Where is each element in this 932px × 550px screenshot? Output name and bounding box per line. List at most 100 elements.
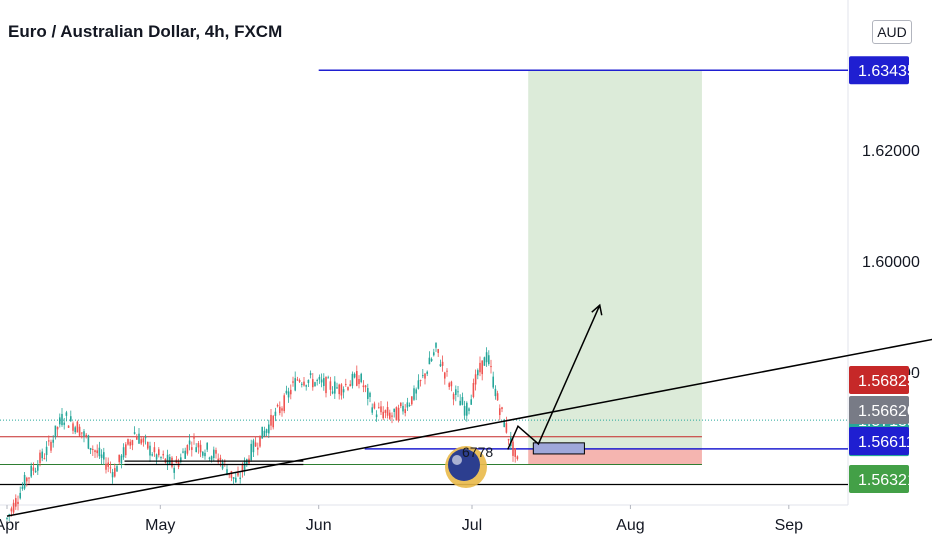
candle-body [136, 436, 138, 440]
candle-body [294, 378, 296, 391]
candle-body [378, 407, 380, 409]
candle-body [281, 408, 283, 411]
candle-body [384, 410, 387, 413]
candle-body [426, 371, 428, 374]
candle-body [169, 456, 171, 464]
candle-body [61, 413, 63, 426]
candle-body [120, 455, 123, 464]
candle-body [358, 379, 360, 385]
target-zone [528, 70, 702, 449]
currency-button[interactable]: AUD [872, 20, 912, 44]
candle-body [182, 451, 184, 453]
candle-body [197, 443, 200, 448]
candle-body [446, 370, 448, 372]
candle-body [92, 448, 94, 451]
candle-body [309, 373, 312, 376]
candle-body [230, 471, 233, 478]
candle-body [215, 450, 217, 454]
candle-body [206, 442, 208, 450]
candle-body [461, 397, 464, 405]
candle-body [274, 411, 277, 416]
candle-body [402, 405, 404, 412]
candle-body [219, 457, 222, 461]
candle-body [296, 379, 299, 381]
candle-body [351, 373, 354, 386]
candle-body [26, 477, 28, 482]
candle-body [448, 383, 450, 387]
candle-body [279, 406, 281, 414]
candle-body [393, 408, 395, 413]
candle-body [325, 376, 327, 394]
candle-body [217, 458, 219, 463]
candle-body [472, 383, 475, 397]
candle-body [470, 399, 472, 405]
y-tick-label: 1.60000 [862, 254, 920, 271]
candle-body [204, 452, 206, 457]
candle-body [50, 441, 52, 451]
candle-body [241, 464, 244, 473]
candle-body [268, 424, 270, 434]
candle-body [452, 393, 455, 400]
watermark-logo: 6778 [445, 444, 493, 488]
candle-body [221, 462, 224, 469]
x-tick-label: Jun [306, 517, 332, 534]
candle-body [30, 465, 32, 477]
candle-body [107, 462, 109, 467]
candle-body [15, 498, 17, 507]
candle-body [356, 371, 358, 386]
candle-body [239, 477, 241, 480]
candle-body [367, 388, 369, 399]
candle-body [485, 352, 488, 363]
candle-body [129, 441, 131, 446]
candle-body [492, 376, 494, 388]
candle-body [21, 486, 24, 489]
candle-body [397, 407, 400, 421]
candle-body [364, 385, 367, 388]
candle-body [160, 457, 162, 459]
candle-body [138, 433, 140, 444]
x-tick-label: Apr [0, 517, 20, 534]
candle-body [287, 391, 290, 398]
chart-title: Euro / Australian Dollar, 4h, FXCM [8, 22, 283, 41]
x-tick-label: May [145, 517, 175, 534]
projection-path [507, 304, 601, 450]
candle-body [118, 454, 120, 463]
candle-body [373, 403, 376, 409]
candle-body [320, 379, 323, 383]
entry-level-label [849, 427, 909, 455]
candle-body [54, 425, 57, 438]
candle-body [43, 458, 46, 460]
candle-body [499, 408, 501, 416]
candle-body [318, 376, 321, 380]
candle-body [349, 384, 351, 387]
candle-body [457, 391, 459, 393]
candle-body [94, 450, 96, 453]
candle-body [342, 389, 345, 393]
candle-body [193, 437, 195, 439]
candle-body [173, 467, 175, 473]
candle-body [417, 380, 420, 389]
candle-body [171, 457, 173, 467]
candle-body [479, 362, 481, 373]
candle-body [516, 456, 519, 459]
candle-body [226, 469, 228, 476]
entry-box [532, 442, 585, 455]
candle-body [483, 357, 486, 366]
candle-body [450, 381, 453, 387]
candle-body [85, 434, 87, 437]
candle-body [76, 421, 79, 433]
candle-body [290, 389, 292, 395]
candle-body [338, 384, 340, 395]
candle-body [17, 501, 19, 504]
candle-body [292, 381, 294, 383]
candle-body [103, 452, 105, 460]
candle-body [155, 454, 158, 460]
candle-body [424, 373, 426, 379]
candle-body [186, 444, 189, 454]
candle-body [32, 467, 35, 471]
candle-body [39, 452, 41, 464]
candle-body [430, 358, 433, 362]
candle-body [116, 466, 118, 472]
candle-body [270, 414, 272, 426]
